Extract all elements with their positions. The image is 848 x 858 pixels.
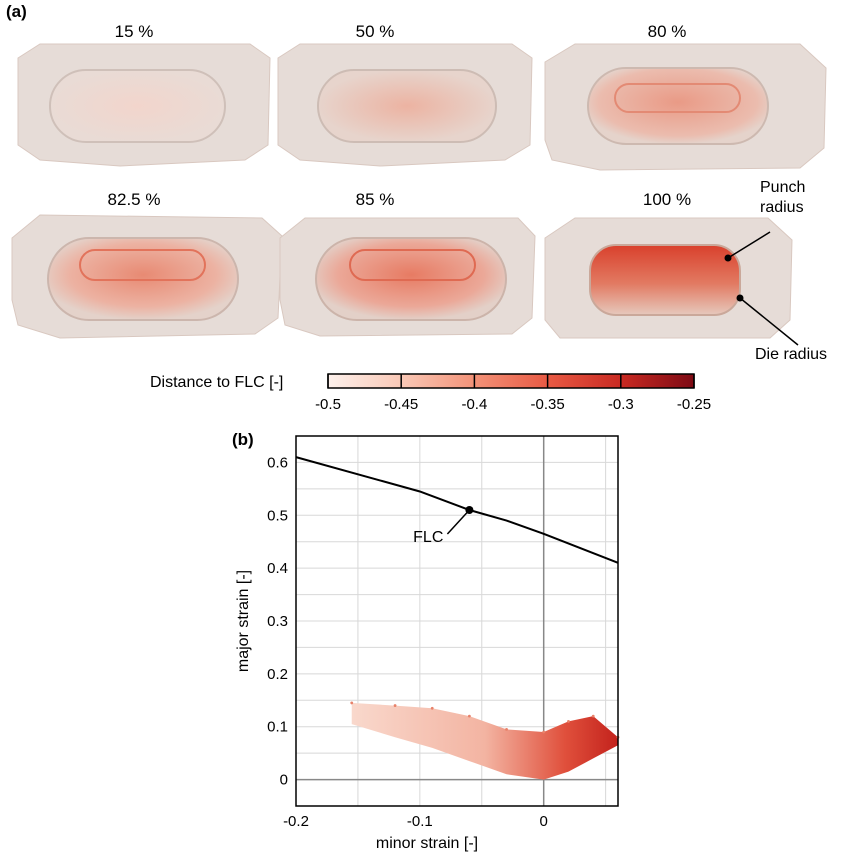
scatter-point — [350, 701, 354, 705]
specimen-15 — [17, 43, 271, 167]
die-radius-label: Die radius — [755, 346, 828, 363]
strain-chart: FLC -0.2 -0.1 0 0 0.1 0.2 0.3 0.4 0.5 0.6 minor str… — [235, 435, 620, 852]
stage-label-1: 15 % — [114, 22, 154, 41]
specimen-82-5 — [11, 214, 283, 339]
scatter-point — [542, 730, 546, 734]
panel-a-label: (a) — [6, 2, 27, 21]
y-tick-label: 0.3 — [267, 613, 288, 630]
y-tick-label: 0.5 — [267, 507, 288, 524]
colorbar-fill — [327, 373, 695, 389]
colorbar — [327, 373, 695, 389]
flc-leader — [446, 509, 470, 535]
flc-label: FLC — [413, 529, 443, 546]
die-radius-leader — [739, 297, 799, 346]
colorbar-tick-label: -0.3 — [607, 396, 634, 413]
scatter-point — [505, 727, 508, 731]
plot-frame — [295, 435, 619, 807]
scatter-point — [591, 714, 595, 718]
specimen-80 — [544, 43, 827, 171]
y-axis-label: major strain [-] — [235, 570, 252, 672]
stage-label-3: 80 % — [647, 22, 687, 41]
flc-line — [295, 456, 619, 564]
punch-radius-label: Punch radius — [760, 179, 806, 216]
x-tick-label: 0 — [540, 813, 548, 830]
stage-label-2: 50 % — [355, 22, 395, 41]
specimen-50 — [277, 43, 533, 167]
specimen-85 — [279, 217, 536, 337]
colorbar-tick-label: -0.45 — [384, 396, 419, 413]
specimen-100 — [544, 217, 793, 339]
x-tick-label: -0.1 — [407, 813, 433, 830]
colorbar-tick-label: -0.4 — [461, 396, 488, 413]
specimen-images — [11, 43, 827, 346]
stage-label-5: 85 % — [355, 190, 395, 209]
flc-marker — [465, 506, 474, 514]
scatter-point — [567, 720, 570, 723]
x-axis-label: minor strain [-] — [376, 835, 478, 852]
y-tick-label: 0 — [280, 772, 288, 789]
scatter-point — [393, 704, 397, 707]
panel-b-label: (b) — [232, 430, 254, 449]
colorbar-title: Distance to FLC [-] — [150, 374, 284, 391]
colorbar-tick-label: -0.25 — [676, 396, 712, 413]
colorbar-tick-label: -0.35 — [530, 396, 565, 413]
punch-radius-leader — [727, 231, 771, 259]
y-tick-label: 0.1 — [267, 719, 288, 736]
y-tick-label: 0.2 — [267, 666, 288, 683]
y-tick-label: 0.6 — [267, 454, 288, 471]
colorbar-tick-label: -0.5 — [315, 396, 341, 413]
x-tick-label: -0.2 — [283, 813, 309, 830]
scatter-point — [430, 706, 434, 710]
stage-label-6: 100 % — [642, 190, 692, 209]
stage-label-4: 82.5 % — [107, 190, 161, 209]
strain-scatter-band — [351, 702, 618, 780]
y-tick-label: 0.4 — [267, 560, 288, 577]
scatter-point — [467, 714, 471, 718]
